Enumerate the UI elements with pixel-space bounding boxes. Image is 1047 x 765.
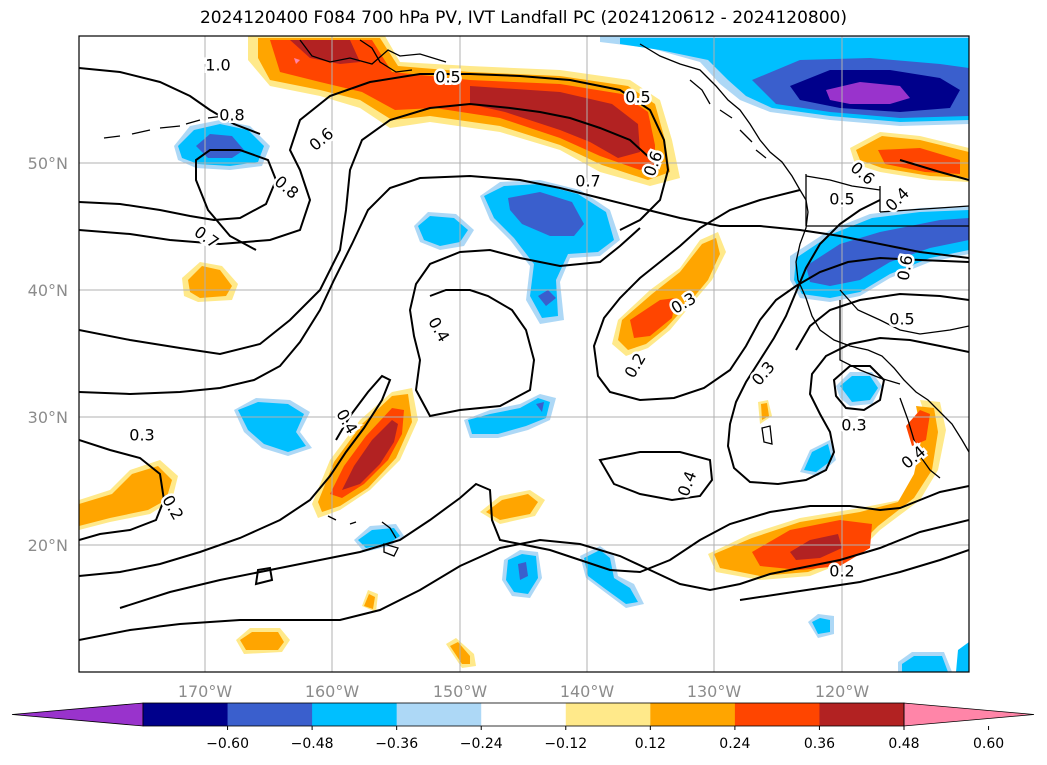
- colorbar-tick-label: −0.60: [206, 736, 249, 752]
- colorbar-extend-high: [903, 702, 1035, 727]
- lon-label: 140°W: [560, 682, 615, 701]
- contour-label: 0.8: [219, 106, 244, 125]
- contour-label: 0.3: [841, 416, 866, 435]
- lat-label: 20°N: [28, 536, 68, 555]
- colorbar-segment: [143, 703, 229, 726]
- colorbar-segment: [481, 703, 567, 726]
- colorbar: −0.60 −0.48 −0.36 −0.24 −0.12 0.12 0.24 0.36 0.4…: [11, 702, 1035, 752]
- colorbar-tick-label: −0.48: [291, 736, 334, 752]
- lon-label: 170°W: [178, 682, 233, 701]
- lat-label: 50°N: [28, 154, 68, 173]
- colorbar-tick-label: −0.24: [460, 736, 503, 752]
- contour-label: 0.5: [625, 88, 650, 107]
- latitude-labels: 50°N 40°N 30°N 20°N: [28, 154, 68, 555]
- colorbar-segment: [734, 703, 820, 726]
- longitude-labels: 170°W 160°W 150°W 140°W 130°W 120°W: [178, 682, 870, 701]
- contour-label: 0.5: [889, 310, 914, 329]
- colorbar-tick-label: −0.36: [375, 736, 418, 752]
- contour-label: 0.5: [829, 190, 854, 209]
- map-title: 2024120400 F084 700 hPa PV, IVT Landfall…: [199, 8, 847, 28]
- contour-label: 0.7: [575, 172, 600, 191]
- graticule: [79, 36, 969, 672]
- colorbar-extend-low: [11, 702, 144, 727]
- contour-label: 0.5: [435, 68, 460, 87]
- contour-label: 1.0: [205, 56, 230, 75]
- positive-anomaly-shading: [79, 36, 969, 668]
- colorbar-segment: [396, 703, 482, 726]
- colorbar-tick-label: 0.24: [719, 736, 750, 752]
- lat-label: 30°N: [28, 408, 68, 427]
- colorbar-tick-label: −0.12: [544, 736, 587, 752]
- contour-label: 0.3: [129, 426, 154, 445]
- colorbar-frame: [142, 702, 905, 727]
- filled-regions: [79, 36, 969, 672]
- lat-label: 40°N: [28, 281, 68, 300]
- colorbar-segment: [227, 703, 313, 726]
- lon-label: 150°W: [433, 682, 488, 701]
- lon-label: 160°W: [305, 682, 360, 701]
- colorbar-segment: [650, 703, 736, 726]
- colorbar-tick-label: 0.12: [635, 736, 666, 752]
- colorbar-segment: [565, 703, 651, 726]
- colorbar-tick-label: 0.60: [973, 736, 1004, 752]
- colorbar-segment: [819, 703, 905, 726]
- contour-label: 0.2: [829, 562, 854, 581]
- pv-contours: [79, 67, 969, 641]
- colorbar-segment: [312, 703, 398, 726]
- coastlines: [103, 39, 969, 557]
- colorbar-tick-label: 0.36: [804, 736, 835, 752]
- map-frame: [78, 35, 970, 673]
- lon-label: 120°W: [815, 682, 870, 701]
- lon-label: 130°W: [687, 682, 742, 701]
- colorbar-tick-label: 0.48: [888, 736, 919, 752]
